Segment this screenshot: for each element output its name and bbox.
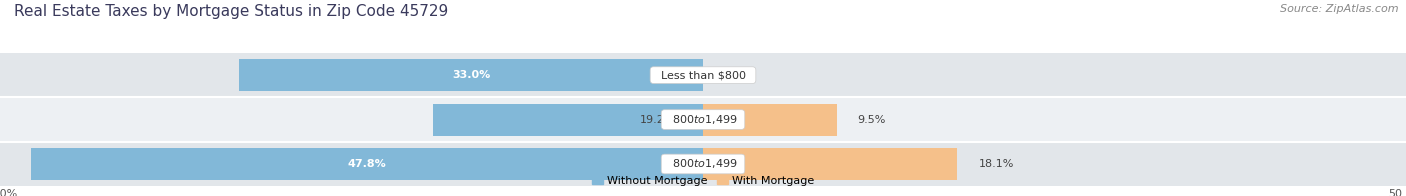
Text: $800 to $1,499: $800 to $1,499 [665,113,741,126]
Text: $800 to $1,499: $800 to $1,499 [665,158,741,171]
Bar [0,53,1406,97]
Text: Source: ZipAtlas.com: Source: ZipAtlas.com [1281,4,1399,14]
Bar [703,148,957,180]
Bar [0,97,1406,142]
Text: Real Estate Taxes by Mortgage Status in Zip Code 45729: Real Estate Taxes by Mortgage Status in … [14,4,449,19]
Text: 0.0%: 0.0% [717,70,745,80]
Bar [0,142,1406,186]
Text: 18.1%: 18.1% [979,159,1014,169]
Text: 47.8%: 47.8% [347,159,387,169]
Text: 33.0%: 33.0% [451,70,491,80]
Bar [433,103,703,136]
Bar [31,148,703,180]
Text: 19.2%: 19.2% [640,114,675,125]
Legend: Without Mortgage, With Mortgage: Without Mortgage, With Mortgage [588,172,818,191]
Bar [239,59,703,91]
Text: 9.5%: 9.5% [858,114,886,125]
Text: Less than $800: Less than $800 [654,70,752,80]
Bar [703,103,837,136]
